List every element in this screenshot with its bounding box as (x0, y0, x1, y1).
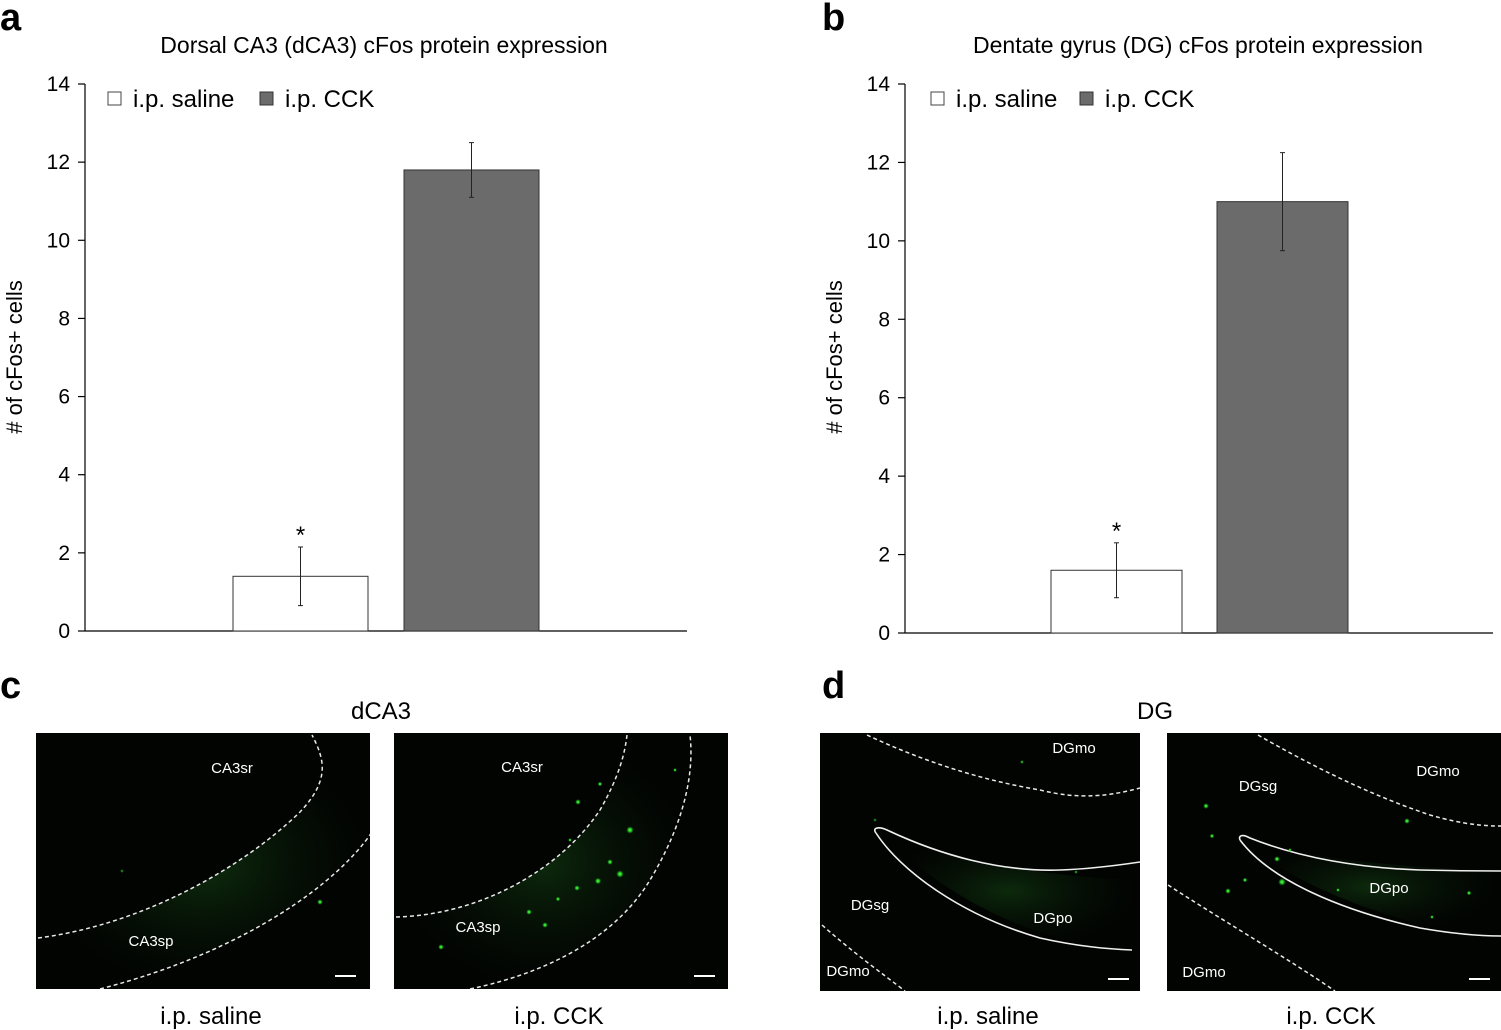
region-label: DGsg (1239, 778, 1277, 795)
y-tick-label: 4 (878, 465, 890, 488)
y-tick-label: 0 (58, 620, 70, 643)
chart-panel-b: b Dentate gyrus (DG) cFos protein expres… (822, 0, 1493, 645)
legend-swatch-cck (1079, 91, 1094, 106)
y-tick-label: 14 (47, 73, 71, 96)
region-label: CA3sr (211, 760, 253, 777)
micrograph-dg-saline (820, 733, 1140, 991)
y-tick-label: 12 (47, 151, 70, 174)
legend-label-cck: i.p. CCK (285, 86, 374, 113)
panel-letter-d: d (822, 665, 845, 707)
significance-marker: * (296, 522, 305, 549)
panel-letter-c: c (0, 665, 21, 707)
region-label: DGmo (1416, 763, 1459, 780)
micrograph-dg-cck (1167, 733, 1501, 991)
y-axis-label: # of cFos+ cells (2, 280, 27, 433)
image-caption: i.p. CCK (514, 1003, 603, 1030)
region-label: DGmo (826, 963, 869, 980)
region-label: DGsg (851, 897, 889, 914)
micrograph-ca3-saline (36, 733, 370, 989)
legend-swatch-saline (107, 91, 122, 106)
region-label: DGmo (1052, 740, 1095, 757)
region-label: CA3sp (455, 919, 500, 936)
y-tick-label: 2 (878, 544, 890, 567)
y-tick-label: 6 (878, 387, 890, 410)
legend-label-cck: i.p. CCK (1105, 86, 1194, 113)
panel-letter-a: a (0, 0, 22, 39)
micrograph-ca3-cck (394, 733, 728, 989)
image-caption: i.p. saline (160, 1003, 261, 1030)
region-label: CA3sp (128, 933, 173, 950)
legend-label-saline: i.p. saline (956, 86, 1057, 113)
panel-letter-b: b (822, 0, 845, 39)
legend-label-saline: i.p. saline (133, 86, 234, 113)
y-tick-label: 10 (47, 229, 70, 252)
y-tick-label: 14 (867, 73, 891, 96)
legend-swatch-saline (930, 91, 945, 106)
micrograph-panel-d: d DG DGmo DGsg DGpo DGmo i.p. saline (820, 665, 1501, 1030)
y-tick-label: 8 (878, 308, 890, 331)
y-tick-label: 0 (878, 622, 890, 645)
panel-title-dg: DG (1137, 698, 1173, 725)
legend-swatch-cck (259, 91, 274, 106)
y-axis-label: # of cFos+ cells (822, 280, 847, 433)
image-caption: i.p. CCK (1286, 1003, 1375, 1030)
y-tick-label: 6 (58, 386, 70, 409)
y-tick-label: 10 (867, 230, 890, 253)
region-label: DGpo (1033, 910, 1072, 927)
bar-i-p-cck (403, 169, 540, 632)
region-label: DGpo (1369, 880, 1408, 897)
chart-title: Dorsal CA3 (dCA3) cFos protein expressio… (160, 32, 607, 58)
y-tick-label: 8 (58, 307, 70, 330)
chart-title: Dentate gyrus (DG) cFos protein expressi… (973, 32, 1423, 58)
image-caption: i.p. saline (937, 1003, 1038, 1030)
region-label: CA3sr (501, 759, 543, 776)
y-tick-label: 2 (58, 542, 70, 565)
region-label: DGmo (1182, 964, 1225, 981)
micrograph-panel-c: c dCA3 CA3sr CA3sp i.p. saline (0, 665, 728, 1030)
chart-panel-a: a Dorsal CA3 (dCA3) cFos protein express… (0, 0, 687, 643)
y-tick-label: 12 (867, 151, 890, 174)
y-tick-label: 4 (58, 464, 70, 487)
bar-i-p-cck (1216, 201, 1349, 634)
significance-marker: * (1112, 518, 1121, 545)
panel-title-dca3: dCA3 (351, 698, 411, 725)
